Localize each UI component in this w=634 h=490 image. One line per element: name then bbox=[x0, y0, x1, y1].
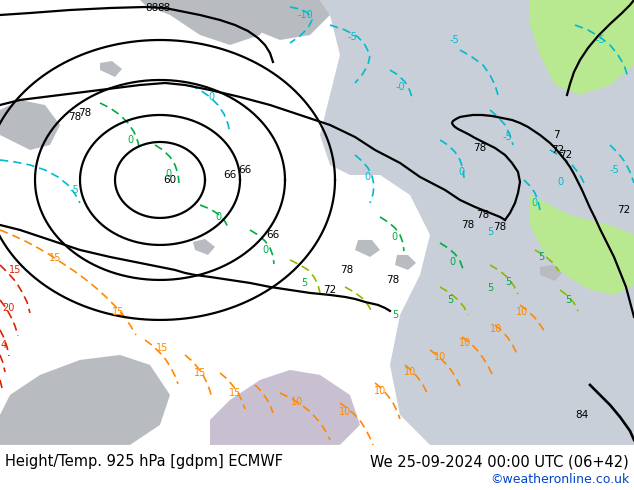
Text: 0: 0 bbox=[391, 232, 397, 242]
Text: 72: 72 bbox=[323, 285, 337, 295]
Text: 5: 5 bbox=[505, 277, 511, 287]
Text: 10: 10 bbox=[404, 367, 416, 377]
Text: 66: 66 bbox=[266, 230, 280, 240]
Polygon shape bbox=[250, 0, 330, 40]
Text: 5: 5 bbox=[301, 278, 307, 288]
Text: 5: 5 bbox=[538, 252, 544, 262]
Polygon shape bbox=[610, 325, 634, 445]
Text: 0: 0 bbox=[208, 92, 214, 102]
Text: 10: 10 bbox=[291, 397, 303, 407]
Text: -5: -5 bbox=[347, 32, 357, 42]
Text: 78: 78 bbox=[476, 210, 489, 220]
Text: Height/Temp. 925 hPa [gdpm] ECMWF: Height/Temp. 925 hPa [gdpm] ECMWF bbox=[5, 454, 283, 469]
Text: 10: 10 bbox=[459, 338, 471, 348]
Polygon shape bbox=[100, 61, 122, 77]
Text: 5: 5 bbox=[487, 283, 493, 293]
Text: 0: 0 bbox=[262, 245, 268, 255]
Text: 15: 15 bbox=[156, 343, 168, 353]
Text: 78: 78 bbox=[493, 222, 507, 232]
Text: 78: 78 bbox=[462, 220, 475, 230]
Text: 0: 0 bbox=[557, 177, 563, 187]
Text: 10: 10 bbox=[434, 352, 446, 362]
Text: 5: 5 bbox=[565, 295, 571, 305]
Polygon shape bbox=[210, 370, 360, 445]
Text: 72: 72 bbox=[552, 145, 565, 155]
Text: -5: -5 bbox=[502, 132, 512, 142]
Text: 15: 15 bbox=[49, 253, 61, 263]
Polygon shape bbox=[540, 265, 562, 281]
Text: -5: -5 bbox=[449, 35, 459, 45]
Text: 78: 78 bbox=[340, 265, 354, 275]
Text: 72: 72 bbox=[618, 205, 631, 215]
Text: 5: 5 bbox=[392, 310, 398, 320]
Polygon shape bbox=[430, 395, 634, 445]
Text: -0: -0 bbox=[395, 82, 405, 92]
Text: 7: 7 bbox=[553, 130, 559, 140]
Text: 88: 88 bbox=[145, 3, 158, 13]
Text: 5: 5 bbox=[447, 295, 453, 305]
Polygon shape bbox=[193, 239, 215, 255]
Polygon shape bbox=[0, 100, 60, 150]
Polygon shape bbox=[355, 240, 380, 257]
Text: 84: 84 bbox=[576, 410, 588, 420]
Polygon shape bbox=[0, 355, 170, 445]
Text: 10: 10 bbox=[516, 307, 528, 317]
Text: 78: 78 bbox=[68, 112, 82, 122]
Text: 5: 5 bbox=[487, 227, 493, 237]
Text: 0: 0 bbox=[127, 135, 133, 145]
Text: 0: 0 bbox=[215, 212, 221, 222]
Text: 66: 66 bbox=[223, 170, 236, 180]
Text: 15: 15 bbox=[194, 368, 206, 378]
Text: 0: 0 bbox=[449, 257, 455, 267]
Polygon shape bbox=[530, 0, 634, 95]
Text: 0: 0 bbox=[364, 172, 370, 182]
Polygon shape bbox=[320, 0, 634, 445]
Text: ©weatheronline.co.uk: ©weatheronline.co.uk bbox=[489, 473, 629, 487]
Polygon shape bbox=[530, 195, 634, 295]
Text: 15: 15 bbox=[229, 388, 241, 398]
Text: 10: 10 bbox=[339, 407, 351, 417]
Text: 20: 20 bbox=[2, 303, 14, 313]
Text: -5: -5 bbox=[595, 35, 605, 45]
Text: -5: -5 bbox=[609, 165, 619, 175]
Text: 60: 60 bbox=[164, 175, 176, 185]
Text: 66: 66 bbox=[238, 165, 252, 175]
Text: -5: -5 bbox=[69, 185, 79, 195]
Polygon shape bbox=[140, 0, 270, 45]
Text: 0: 0 bbox=[458, 167, 464, 177]
Text: 10: 10 bbox=[374, 386, 386, 396]
Text: 78: 78 bbox=[386, 275, 399, 285]
Text: 15: 15 bbox=[9, 265, 21, 275]
Polygon shape bbox=[395, 255, 416, 270]
Text: 78: 78 bbox=[79, 108, 92, 118]
Text: 10: 10 bbox=[490, 324, 502, 334]
Text: 0: 0 bbox=[165, 169, 171, 179]
Text: 88: 88 bbox=[157, 3, 171, 13]
Text: We 25-09-2024 00:00 UTC (06+42): We 25-09-2024 00:00 UTC (06+42) bbox=[370, 454, 629, 469]
Text: -10: -10 bbox=[297, 10, 313, 20]
Text: 78: 78 bbox=[474, 143, 487, 153]
Text: 4: 4 bbox=[1, 340, 7, 350]
Text: 15: 15 bbox=[112, 307, 124, 317]
Text: 0: 0 bbox=[531, 198, 537, 208]
Text: 72: 72 bbox=[559, 150, 573, 160]
